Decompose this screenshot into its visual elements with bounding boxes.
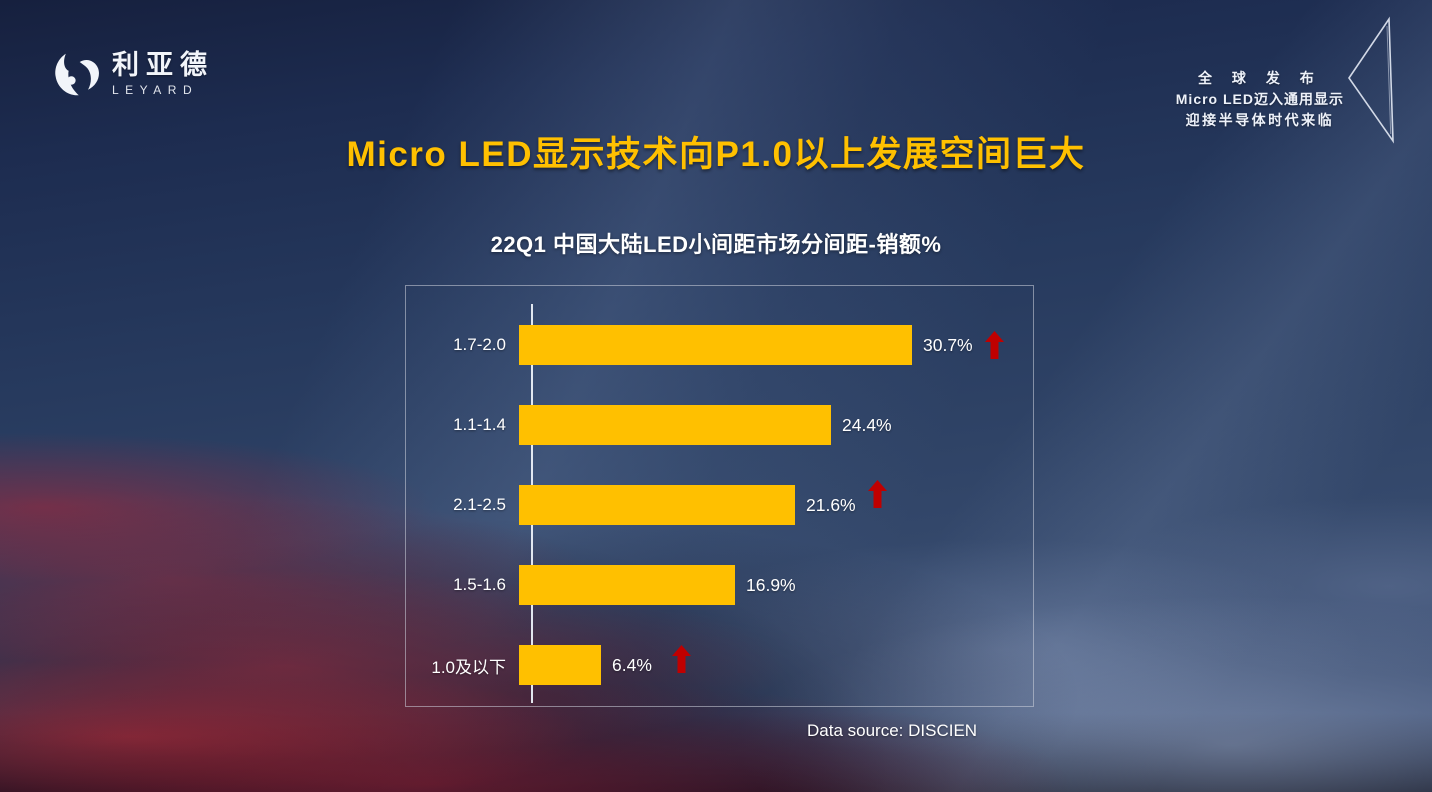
category-label: 2.1-2.5 — [453, 495, 506, 514]
chart-row: 1.7-2.0 30.7% — [406, 305, 1033, 385]
bar — [519, 325, 912, 365]
value-label: 16.9% — [746, 574, 796, 595]
chart-row: 2.1-2.5 21.6% — [406, 465, 1033, 545]
category-label: 1.5-1.6 — [453, 575, 506, 594]
slide-title: Micro LED显示技术向P1.0以上发展空间巨大 — [346, 135, 1086, 174]
value-label: 21.6% — [806, 494, 856, 515]
bar — [519, 405, 831, 445]
value-label: 6.4% — [612, 654, 652, 675]
screen-frame-icon — [1348, 16, 1394, 144]
badge-line-1: 全 球 发 布 — [1198, 69, 1322, 86]
value-label: 24.4% — [842, 414, 892, 435]
chart-row: 1.1-1.4 24.4% — [406, 385, 1033, 465]
global-launch-badge: 全 球 发 布 Micro LED迈入通用显示 迎接半导体时代来临 — [1176, 14, 1398, 146]
chart-title: 22Q1 中国大陆LED小间距市场分间距-销额% — [490, 232, 942, 257]
bar — [519, 485, 795, 525]
up-arrow-icon — [984, 331, 1004, 359]
chart-rows: 1.7-2.0 30.7% 1.1-1.4 24.4% 2.1-2.5 21.6% 1.5-… — [406, 305, 1033, 705]
badge-text: 全 球 发 布 Micro LED迈入通用显示 迎接半导体时代来临 — [1176, 30, 1344, 131]
logo-name-en: LEYARD — [112, 82, 199, 97]
bar — [519, 645, 601, 685]
bar-chart: 1.7-2.0 30.7% 1.1-1.4 24.4% 2.1-2.5 21.6% 1.5-… — [405, 285, 1034, 707]
data-source-caption: Data source: DISCIEN — [807, 721, 978, 740]
up-arrow-icon — [867, 480, 887, 508]
value-label: 30.7% — [923, 334, 973, 355]
leyard-logo: 利亚德 LEYARD — [52, 50, 214, 98]
badge-line-3: 迎接半导体时代来临 — [1185, 111, 1335, 128]
category-label: 1.7-2.0 — [453, 335, 506, 354]
logo-name-cn: 利亚德 — [112, 49, 214, 80]
bar — [519, 565, 735, 605]
category-label: 1.0及以下 — [431, 657, 506, 677]
badge-line-2: Micro LED迈入通用显示 — [1175, 90, 1344, 107]
chart-row: 1.0及以下 6.4% — [406, 625, 1033, 705]
leyard-logo-icon — [55, 53, 99, 96]
leyard-logo-text: 利亚德 LEYARD — [112, 49, 214, 97]
category-label: 1.1-1.4 — [453, 415, 506, 434]
chart-row: 1.5-1.6 16.9% — [406, 545, 1033, 625]
up-arrow-icon — [671, 645, 691, 673]
